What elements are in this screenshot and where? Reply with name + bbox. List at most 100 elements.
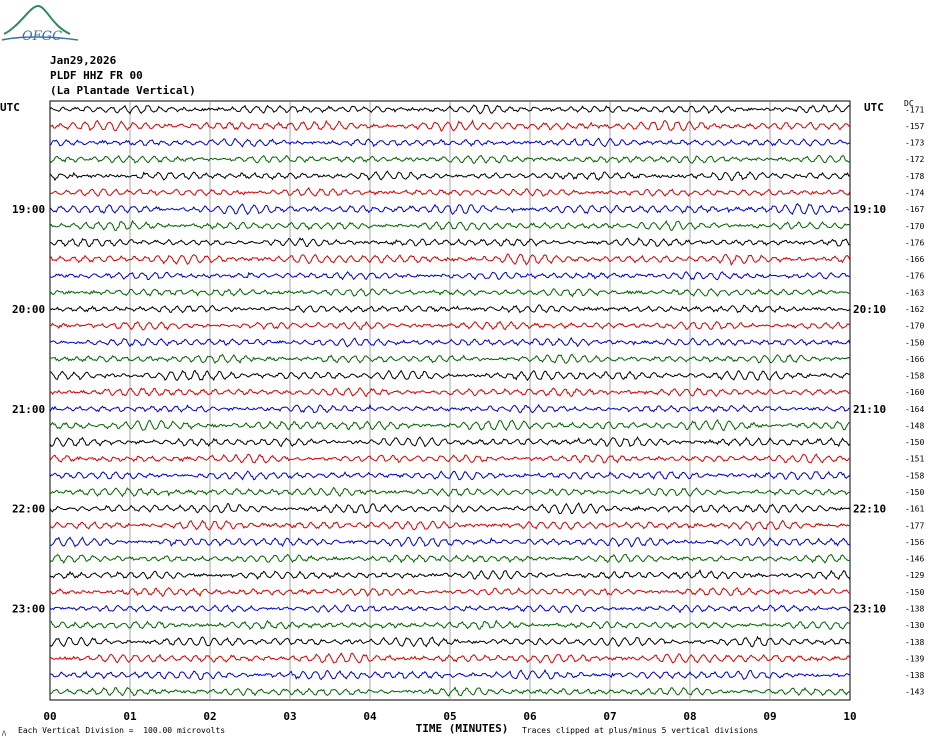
trace-row-22 [49,453,851,464]
x-tick-label: 06 [523,710,537,723]
corner-mark: ﾊ [2,729,6,738]
trace-row-34 [49,652,851,664]
trace-row-2 [49,119,851,132]
trace-row-26 [49,519,851,532]
dc-offset-label: -150 [905,588,924,597]
dc-offset-label: -178 [905,172,924,181]
dc-offset-label: -176 [905,272,924,281]
dc-offset-label: -130 [905,621,924,630]
dc-offset-label: -166 [905,355,924,364]
x-tick-label: 00 [43,710,56,723]
left-hour-label: 23:00 [12,602,45,615]
trace-row-9 [49,237,851,248]
trace-row-11 [49,271,851,281]
chart-traces [49,104,851,697]
x-tick-label: 09 [763,710,776,723]
dc-offset-label: -160 [905,388,924,397]
trace-row-27 [49,536,851,548]
x-axis-label: TIME (MINUTES) [416,722,509,735]
trace-row-32 [49,619,851,630]
dc-label: DC [904,99,914,108]
x-tick-label: 05 [443,710,456,723]
dc-offset-label: -139 [905,654,924,663]
dc-offset-label: -174 [905,189,924,198]
dc-offset-label: -151 [905,455,924,464]
logo-text: OFGC [22,29,62,44]
dc-offset-label: -156 [905,538,924,547]
trace-row-15 [49,336,851,348]
dc-offset-label: -170 [905,322,924,331]
left-hour-label: 19:00 [12,203,45,216]
dc-offset-label: -129 [905,571,924,580]
dc-offset-label: -138 [905,604,924,613]
dc-offset-label: -150 [905,438,924,447]
right-hour-label: 22:10 [853,503,886,516]
dc-offset-label: -166 [905,255,924,264]
dc-offset-label: -171 [905,105,924,114]
right-hour-label: 19:10 [853,203,886,216]
dc-offset-label: -170 [905,222,924,231]
trace-row-1 [49,104,851,115]
trace-row-21 [49,436,851,448]
trace-row-29 [49,569,851,581]
dc-offset-label: -150 [905,488,924,497]
trace-row-10 [49,253,851,266]
dc-offset-label: -172 [905,155,924,164]
dc-offset-label: -157 [905,122,924,131]
station-label: PLDF HHZ FR 00 [50,69,143,82]
trace-row-36 [49,686,851,697]
trace-row-8 [49,219,851,232]
dc-offset-label: -158 [905,372,924,381]
dc-offset-label: -173 [905,139,924,148]
trace-row-20 [49,419,851,432]
ofgc-logo: OFGC [1,4,79,44]
clip-note: Traces clipped at plus/minus 5 vertical … [522,726,759,735]
trace-row-7 [49,203,851,216]
dc-offset-label: -138 [905,638,924,647]
dc-offset-label: -148 [905,421,924,430]
x-tick-label: 07 [603,710,616,723]
dc-offset-label: -146 [905,555,924,564]
right-hour-label: 23:10 [853,602,886,615]
trace-row-23 [49,470,851,481]
x-tick-label: 04 [363,710,377,723]
trace-row-16 [49,353,851,365]
trace-row-3 [49,137,851,148]
scale-note: Each Vertical Division = 100.00 microvol… [18,726,226,735]
x-tick-label: 08 [683,710,696,723]
right-hour-label: 20:10 [853,303,886,316]
trace-row-28 [49,553,851,564]
right-utc-label: UTC [864,101,884,114]
dc-offset-label: -150 [905,338,924,347]
dc-offset-label: -176 [905,238,924,247]
trace-row-12 [49,287,851,298]
trace-row-35 [49,668,851,681]
left-utc-label: UTC [0,101,20,114]
date-label: Jan29,2026 [50,54,117,67]
left-hour-label: 22:00 [12,503,45,516]
dc-offset-label: -164 [905,405,924,414]
dc-offset-label: -143 [905,688,924,697]
trace-row-19 [49,403,851,414]
trace-row-6 [49,187,851,197]
chart-grid [49,100,851,701]
x-tick-label: 02 [203,710,216,723]
dc-offset-label: -177 [905,521,924,530]
x-tick-label: 01 [123,710,137,723]
trace-row-31 [49,604,851,614]
dc-offset-label: -161 [905,505,924,514]
dc-offset-label: -162 [905,305,924,314]
trace-row-13 [49,304,851,314]
trace-row-14 [49,320,851,331]
trace-row-18 [49,387,851,398]
x-tick-label: 10 [843,710,856,723]
trace-row-5 [49,170,851,182]
dc-offset-label: -167 [905,205,924,214]
trace-row-24 [49,486,851,498]
dc-offset-label: -138 [905,671,924,680]
trace-row-33 [49,635,851,648]
x-tick-label: 03 [283,710,296,723]
trace-row-30 [49,587,851,598]
trace-row-17 [49,369,851,382]
